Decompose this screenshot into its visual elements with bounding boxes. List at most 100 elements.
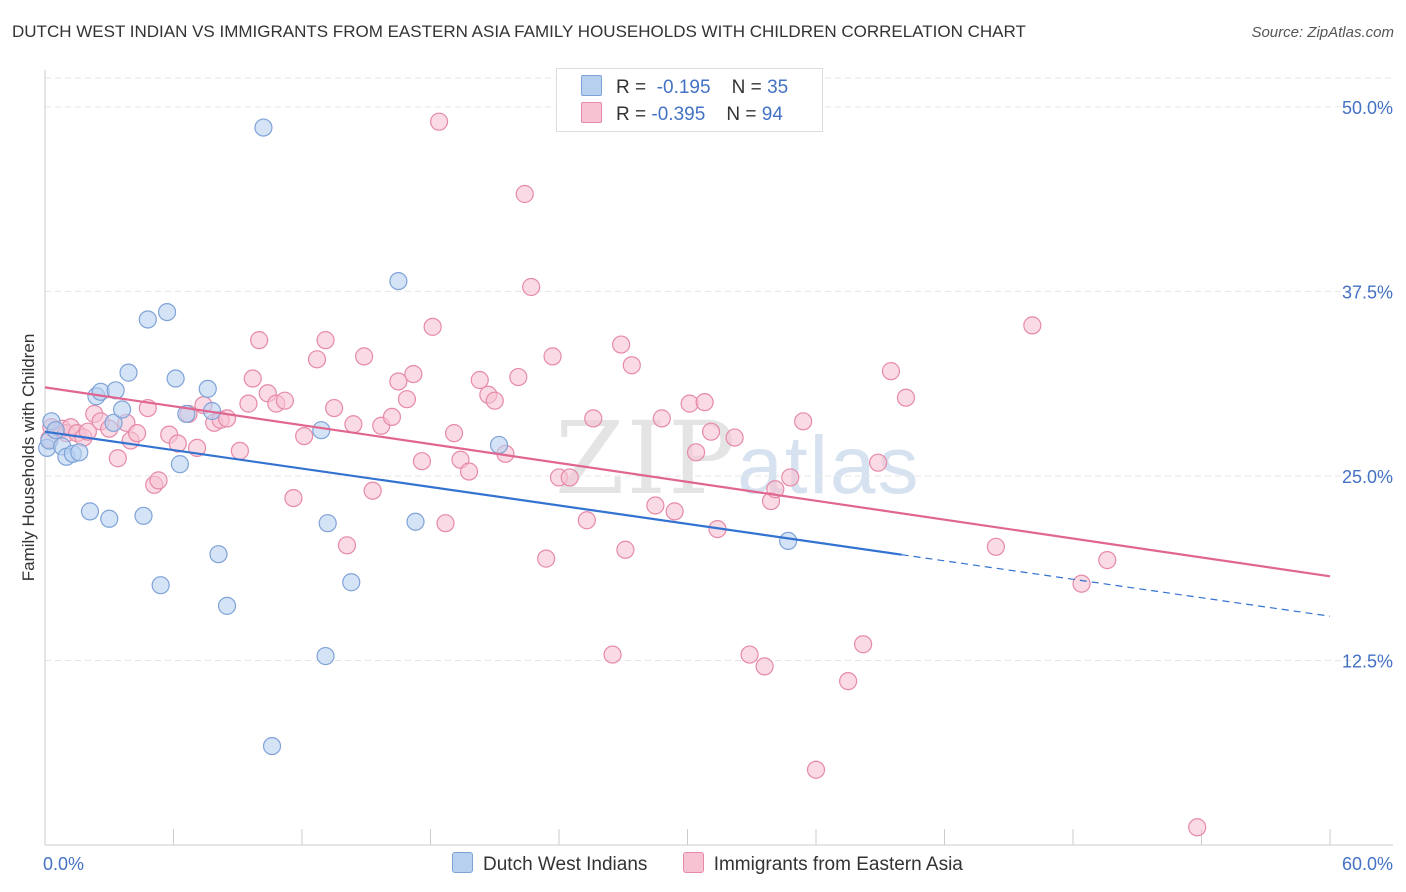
legend-r-label: R = (616, 77, 647, 98)
eastern-asia-immigrant-point (537, 549, 556, 568)
bottom-legend-label: Dutch West Indians (483, 854, 648, 875)
eastern-asia-immigrant-point (522, 277, 541, 297)
dutch-west-indian-point (134, 506, 153, 525)
eastern-asia-immigrant-point (230, 441, 249, 460)
eastern-asia-immigrant-point (515, 184, 534, 204)
dutch-west-indian-point (489, 435, 509, 455)
eastern-asia-immigrant-point (316, 331, 335, 350)
eastern-asia-immigrant-point (781, 468, 800, 487)
dutch-west-indian-point (389, 271, 408, 291)
dutch-west-indian-point (262, 736, 282, 756)
eastern-asia-immigrant-point (389, 372, 408, 391)
legend-r-value: -0.195 (656, 77, 711, 98)
eastern-asia-immigrant-point (695, 393, 714, 412)
trend-line (44, 386, 1331, 578)
dutch-west-indian-point (209, 545, 228, 564)
eastern-asia-immigrant-point (127, 424, 147, 443)
bottom-legend-swatch-pink (682, 852, 704, 873)
source-label: Source: ZipAtlas.com (1251, 24, 1394, 41)
legend-n-value: 94 (761, 104, 783, 125)
dutch-west-indian-point (151, 576, 170, 595)
eastern-asia-immigrant-point (284, 488, 303, 508)
legend-swatch-pink (581, 102, 602, 123)
eastern-asia-immigrant-point (584, 409, 603, 428)
eastern-asia-immigrant-point (444, 424, 464, 443)
eastern-asia-immigrant-point (429, 112, 449, 131)
trend-line-solid (44, 430, 902, 556)
eastern-asia-immigrant-point (603, 645, 622, 664)
dutch-west-indian-point (138, 310, 157, 329)
eastern-asia-immigrant-point (459, 462, 479, 481)
eastern-asia-immigrant-point (168, 434, 187, 453)
trend-line-dashed (901, 554, 1331, 617)
dutch-west-indian-point (80, 502, 100, 521)
y-tick-label: 12.5% (1342, 651, 1393, 671)
eastern-asia-immigrant-point (436, 514, 455, 533)
eastern-asia-immigrant-point (423, 317, 442, 336)
eastern-asia-immigrant-point (896, 388, 916, 407)
dutch-west-indian-point (198, 379, 217, 398)
chart-title: DUTCH WEST INDIAN VS IMMIGRANTS FROM EAS… (12, 22, 1026, 41)
eastern-asia-immigrant-point (740, 645, 759, 664)
dutch-west-indian-point (779, 531, 798, 551)
eastern-asia-immigrant-point (337, 536, 357, 555)
bottom-legend-label: Immigrants from Eastern Asia (713, 854, 963, 875)
eastern-asia-immigrant-point (412, 452, 432, 471)
eastern-asia-immigrant-point (652, 409, 671, 428)
eastern-asia-immigrant-point (622, 356, 641, 375)
eastern-asia-immigrant-point (854, 635, 873, 654)
dutch-west-indian-point (119, 363, 138, 382)
eastern-asia-immigrant-point (470, 370, 489, 390)
legend-swatch-blue (581, 75, 602, 96)
eastern-asia-immigrant-point (646, 496, 665, 515)
dutch-west-indian-point (46, 421, 65, 440)
eastern-asia-immigrant-point (307, 350, 327, 369)
eastern-asia-immigrant-point (78, 422, 97, 441)
y-axis-label: Family Households with Children (19, 334, 38, 582)
legend-n-label: N = (731, 77, 762, 98)
dutch-west-indian-point (166, 369, 185, 388)
watermark: ZIPatlas (555, 400, 921, 517)
bottom-legend-item-immigrants-eastern-asia: Immigrants from Eastern Asia (682, 852, 963, 876)
dutch-west-indian-point (70, 443, 89, 462)
eastern-asia-immigrant-point (108, 449, 127, 468)
eastern-asia-immigrant-point (344, 415, 363, 434)
legend-n-value: 35 (767, 77, 789, 98)
legend-row-immigrants-eastern-asia: R = -0.395 N = 94 (581, 102, 783, 126)
eastern-asia-immigrant-point (616, 540, 635, 559)
dutch-west-indian-point (100, 509, 119, 528)
eastern-asia-immigrant-point (382, 407, 402, 427)
eastern-asia-immigrant-point (686, 443, 706, 462)
dutch-west-indian-point (312, 421, 331, 440)
dutch-west-indian-point (104, 413, 123, 432)
dutch-west-indian-point (406, 512, 425, 531)
eastern-asia-immigrant-point (239, 394, 258, 413)
eastern-asia-immigrant-point (680, 394, 699, 413)
legend: R = -0.195 N = 35 R = -0.395 N = 94 (556, 68, 823, 132)
legend-n-label: N = (726, 104, 757, 125)
y-tick-label: 50.0% (1342, 98, 1393, 118)
eastern-asia-immigrant-point (577, 511, 596, 530)
x-tick-label-min: 0.0% (43, 854, 84, 874)
eastern-asia-immigrant-point (839, 672, 858, 691)
eastern-asia-immigrant-point (509, 367, 528, 387)
eastern-asia-immigrant-point (543, 347, 562, 366)
legend-r-label: R = (616, 104, 647, 125)
eastern-asia-immigrant-point (986, 537, 1006, 556)
eastern-asia-immigrant-point (1023, 316, 1042, 335)
eastern-asia-immigrant-point (485, 391, 504, 410)
dutch-west-indian-point (170, 455, 190, 474)
eastern-asia-immigrant-point (794, 412, 813, 431)
eastern-asia-immigrant-point (355, 347, 374, 366)
legend-row-dutch-west-indians: R = -0.195 N = 35 (581, 75, 788, 99)
dutch-west-indian-point (157, 302, 177, 322)
dutch-west-indian-point (318, 514, 337, 533)
eastern-asia-immigrant-point (404, 364, 423, 384)
eastern-asia-immigrant-point (612, 335, 631, 354)
legend-r-value: -0.395 (651, 104, 706, 125)
eastern-asia-immigrant-point (363, 481, 382, 500)
eastern-asia-immigrant-point (1072, 574, 1091, 593)
eastern-asia-immigrant-point (869, 453, 888, 472)
eastern-asia-immigrant-point (149, 471, 168, 490)
